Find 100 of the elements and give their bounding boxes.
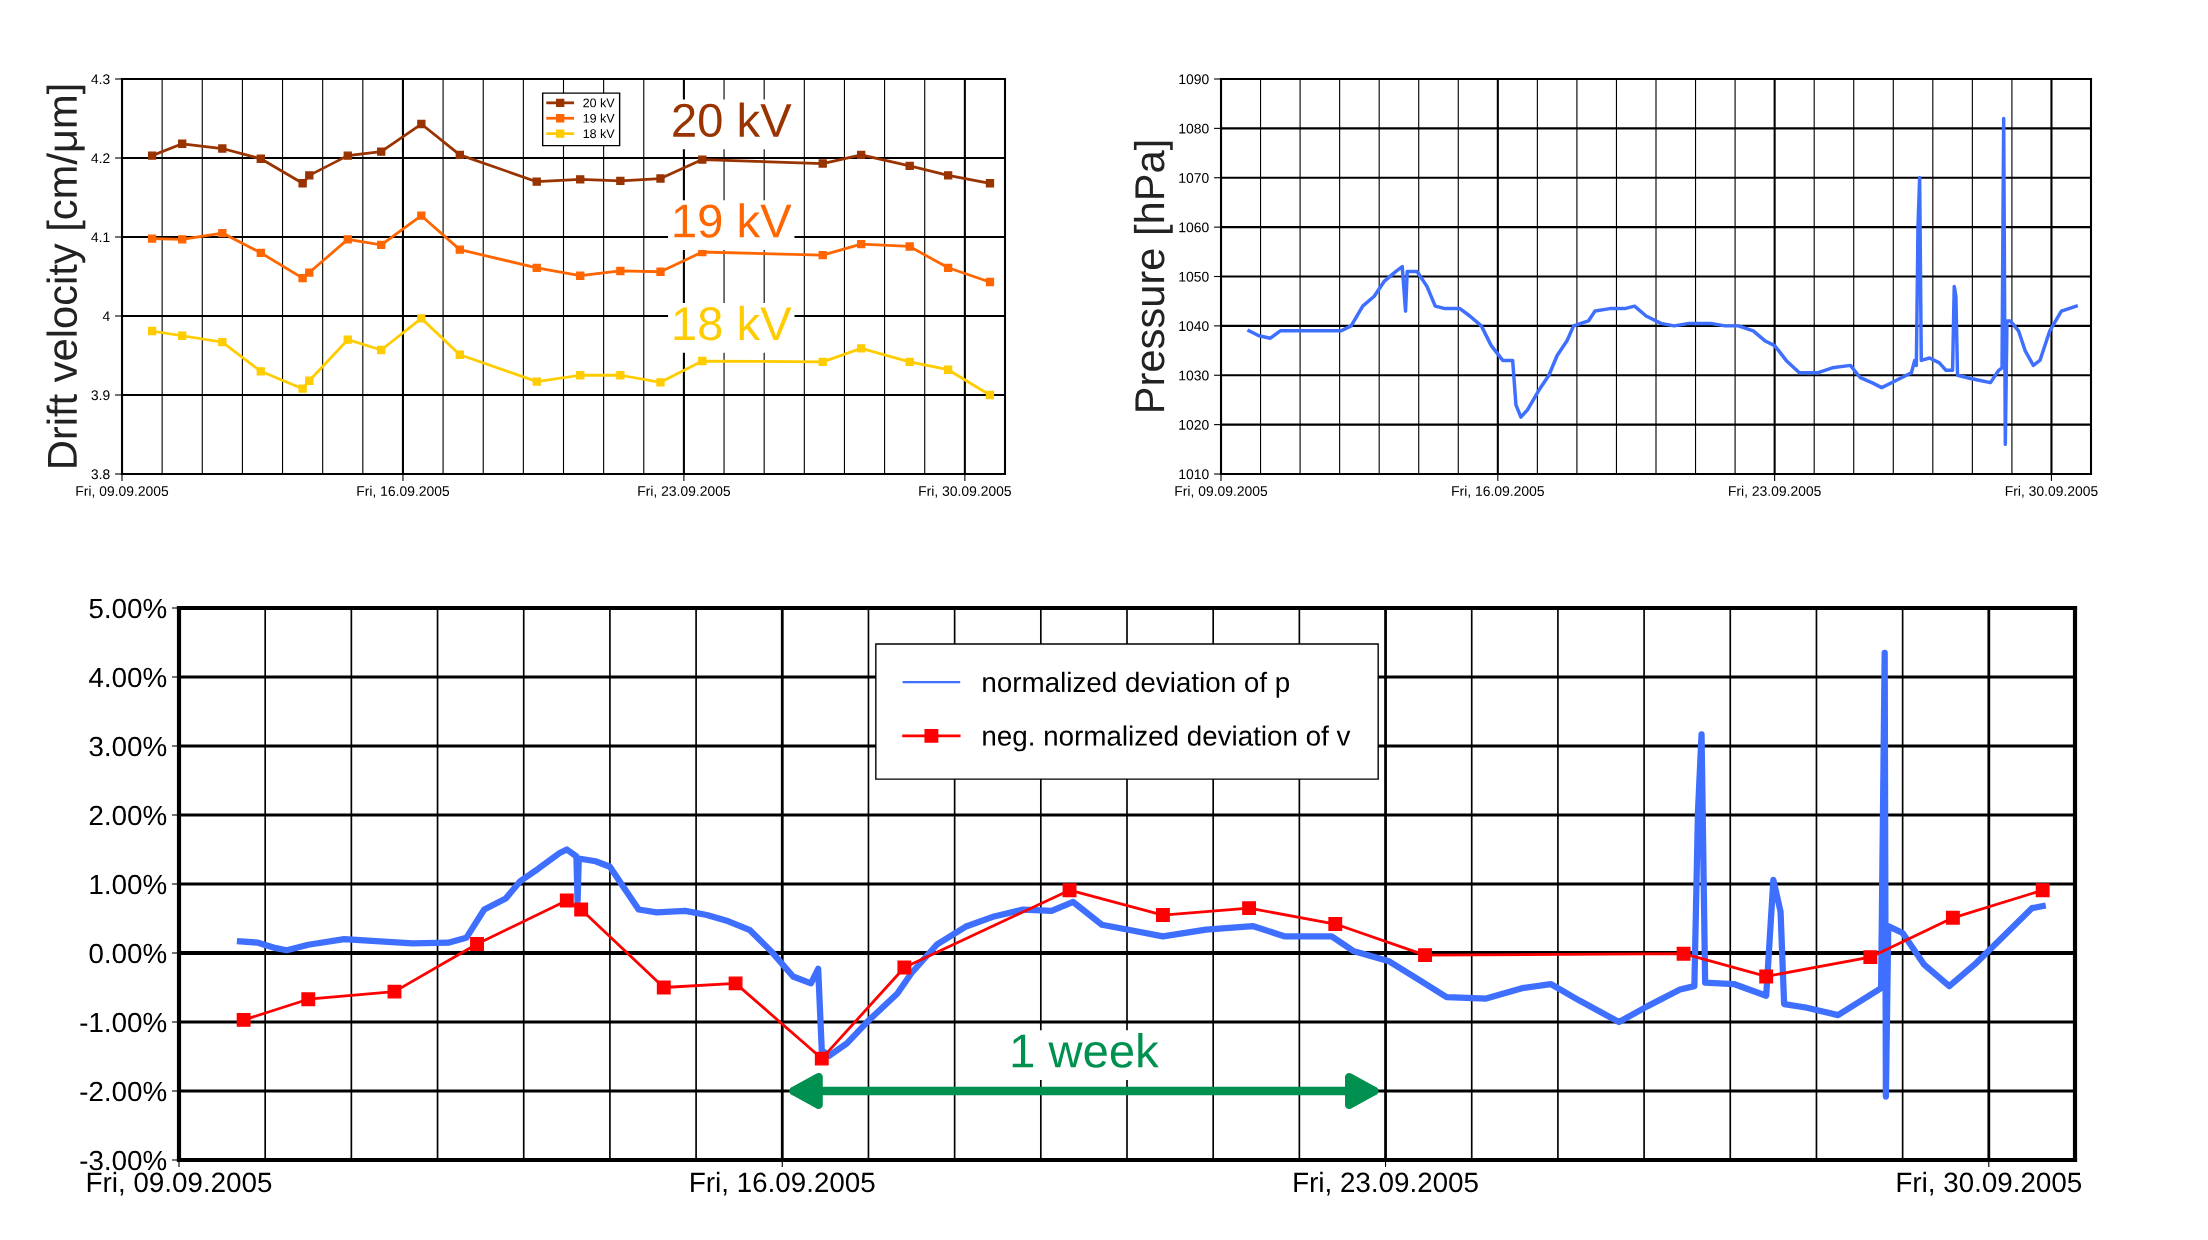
y-tick-label: 3.9 — [91, 390, 110, 401]
point — [1863, 950, 1878, 965]
y-tick-label: 4 — [102, 311, 110, 322]
point — [656, 980, 671, 995]
y-tick-label: 1070 — [1179, 173, 1209, 183]
point — [656, 267, 665, 276]
point — [377, 240, 386, 250]
point — [178, 139, 187, 148]
y-tick-label: 5.00% — [89, 598, 167, 619]
point — [905, 161, 914, 171]
point — [616, 266, 625, 276]
point — [377, 345, 386, 355]
point — [218, 337, 227, 347]
annotation: 19 kV — [674, 203, 792, 238]
point — [857, 150, 866, 160]
legend-label: 18 kV — [583, 128, 615, 139]
y-tick-label: 3.00% — [89, 736, 167, 757]
point — [656, 174, 665, 183]
point — [298, 179, 307, 188]
point — [298, 384, 307, 393]
point — [1418, 948, 1432, 963]
point — [576, 175, 585, 184]
x-tick-label: Fri, 30.09.2005 — [919, 485, 1011, 498]
point — [470, 937, 484, 951]
point — [301, 992, 316, 1007]
point — [943, 365, 953, 374]
point — [698, 356, 707, 366]
y-tick-label: 1080 — [1179, 123, 1209, 134]
x-tick-label: Fri, 23.09.2005 — [1294, 1171, 1478, 1196]
point — [256, 248, 265, 257]
point — [256, 367, 265, 376]
y-tick-label: 1010 — [1179, 469, 1209, 480]
y-axis-title: Drift velocity [cm/μm] — [46, 85, 86, 467]
y-tick-label: 4.2 — [91, 153, 110, 164]
y-tick-label: 4.00% — [89, 667, 167, 688]
point — [943, 263, 953, 272]
x-tick-label: Fri, 16.09.2005 — [691, 1171, 875, 1196]
point — [1328, 917, 1343, 931]
point — [698, 155, 707, 164]
point — [656, 378, 665, 387]
legend-label: neg. normalized deviation of v — [983, 725, 1351, 752]
point — [417, 211, 426, 220]
y-tick-label: 1020 — [1179, 419, 1209, 430]
point — [818, 159, 827, 168]
y-tick-label: 0.00% — [89, 943, 167, 964]
y-tick-label: 1040 — [1179, 321, 1209, 332]
point — [1676, 946, 1691, 961]
point — [236, 1012, 251, 1027]
point — [387, 984, 402, 999]
point — [1242, 901, 1257, 916]
point — [178, 331, 187, 340]
point — [532, 377, 541, 386]
point — [298, 273, 307, 283]
y-tick-label: 4.1 — [91, 232, 110, 243]
point — [377, 147, 386, 156]
point — [147, 234, 157, 243]
point — [985, 179, 995, 188]
point — [218, 228, 227, 238]
x-tick-label: Fri, 09.09.2005 — [87, 1171, 272, 1196]
point — [305, 171, 314, 180]
point — [905, 357, 914, 366]
y-tick-label: 3.8 — [91, 469, 110, 480]
y-tick-label: 1050 — [1179, 271, 1209, 282]
point — [147, 151, 157, 160]
y-tick-label: 1060 — [1179, 222, 1209, 233]
point — [905, 242, 914, 251]
y-tick-label: 1090 — [1179, 74, 1209, 85]
point — [728, 976, 743, 991]
y-tick-label: -3.00% — [80, 1150, 167, 1171]
y-tick-label: 2.00% — [89, 805, 167, 826]
point — [616, 371, 625, 380]
point — [455, 350, 464, 359]
point — [417, 314, 426, 323]
line-series — [1247, 116, 2078, 447]
point — [455, 245, 464, 254]
annotation: 1 week — [1012, 1033, 1159, 1068]
point — [1062, 883, 1077, 898]
x-tick-label: Fri, 23.09.2005 — [638, 485, 731, 498]
y-tick-label: -1.00% — [80, 1012, 167, 1033]
legend-label: normalized deviation of p — [983, 671, 1290, 698]
y-axis-title: Pressure [hPa] — [1133, 141, 1173, 411]
y-tick-label: 1.00% — [90, 874, 167, 895]
point — [305, 376, 314, 385]
point — [417, 119, 426, 129]
point — [857, 239, 866, 249]
point — [256, 154, 265, 163]
point — [576, 271, 585, 280]
annotation: 20 kV — [673, 102, 792, 138]
point — [985, 390, 995, 400]
x-tick-label: Fri, 23.09.2005 — [1729, 485, 1821, 498]
point — [147, 326, 157, 336]
point — [455, 150, 464, 160]
x-tick-label: Fri, 16.09.2005 — [357, 485, 450, 498]
point — [343, 151, 352, 160]
x-tick-label: Fri, 16.09.2005 — [1452, 485, 1544, 498]
point — [576, 371, 585, 380]
point — [1759, 969, 1774, 984]
point — [857, 344, 866, 353]
point — [574, 902, 589, 917]
point — [1945, 910, 1960, 925]
